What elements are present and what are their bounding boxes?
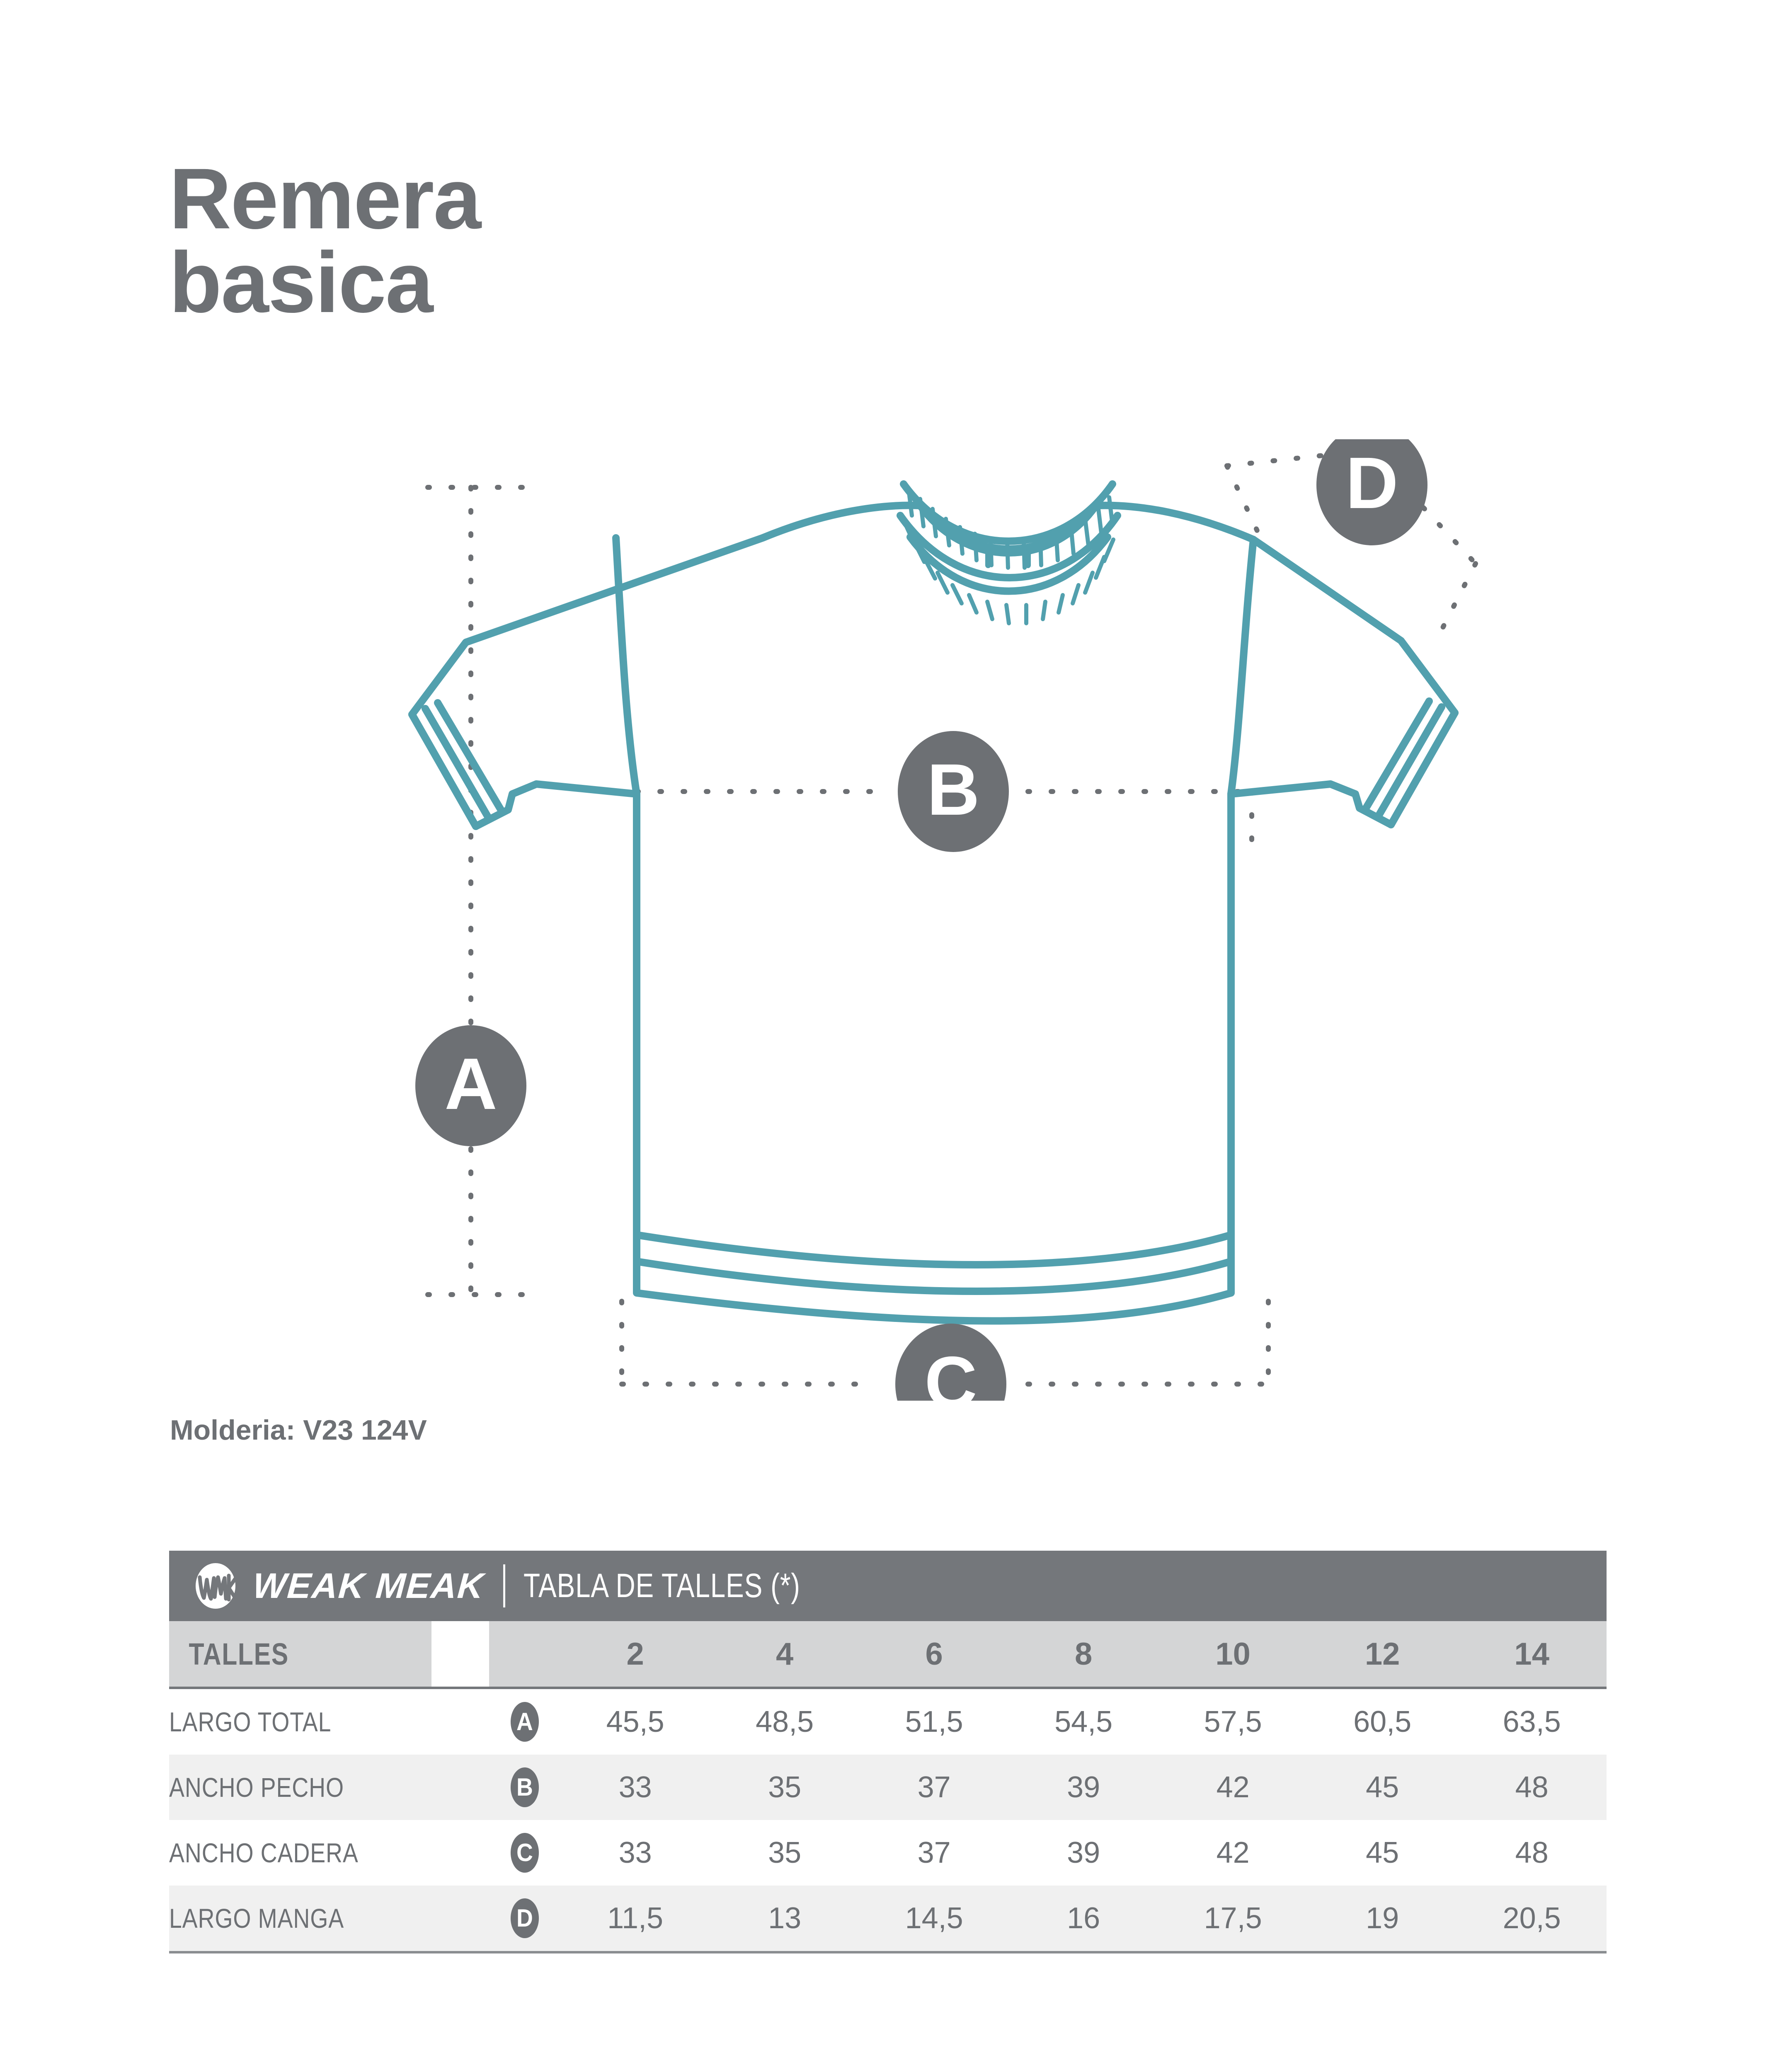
cell-ancho-cadera-8: 39 — [1008, 1820, 1158, 1886]
talles-label: TALLES — [169, 1621, 431, 1689]
brand-wordmark: WEAK MEAK — [251, 1566, 486, 1606]
svg-text:B: B — [927, 749, 979, 830]
size-header-2: 2 — [560, 1621, 710, 1689]
marker-D: D — [1316, 439, 1427, 545]
tshirt-technical-drawing: A B C D — [373, 439, 1534, 1401]
cell-ancho-pecho-6: 37 — [859, 1755, 1009, 1820]
cell-ancho-cadera-4: 35 — [710, 1820, 860, 1886]
cell-ancho-pecho-14: 48 — [1457, 1755, 1607, 1820]
header-divider — [503, 1564, 505, 1607]
size-header-10: 10 — [1158, 1621, 1308, 1689]
cell-largo-total-10: 57,5 — [1158, 1688, 1308, 1755]
wmk-logo-icon — [193, 1561, 238, 1610]
table-header-band: WEAK MEAK TABLA DE TALLES (*) — [169, 1551, 1607, 1621]
dimension-guides — [425, 452, 1478, 1387]
cell-largo-total-8: 54,5 — [1008, 1688, 1158, 1755]
brand-bar: WEAK MEAK TABLA DE TALLES (*) — [169, 1551, 1607, 1621]
table-header-cell: WEAK MEAK TABLA DE TALLES (*) — [169, 1551, 1607, 1621]
cell-ancho-cadera-6: 37 — [859, 1820, 1009, 1886]
cell-ancho-cadera-14: 48 — [1457, 1820, 1607, 1886]
cell-largo-manga-4: 13 — [710, 1886, 860, 1953]
cell-largo-total-4: 48,5 — [710, 1688, 860, 1755]
cell-ancho-cadera-12: 45 — [1307, 1820, 1457, 1886]
cell-largo-manga-8: 16 — [1008, 1886, 1158, 1953]
cell-ancho-cadera-10: 42 — [1158, 1820, 1308, 1886]
marker-C: C — [895, 1324, 1006, 1401]
cell-ancho-pecho-2: 33 — [560, 1755, 710, 1820]
molderia-label: Molderia: V23 124V — [170, 1414, 427, 1446]
badge-column-header — [489, 1621, 561, 1689]
cell-largo-total-14: 63,5 — [1457, 1688, 1607, 1755]
table-row: LARGO MANGA D 11,5 13 14,5 16 17,5 19 20… — [169, 1886, 1607, 1953]
cell-ancho-pecho-4: 35 — [710, 1755, 860, 1820]
row-badge-a: A — [489, 1688, 561, 1755]
cell-largo-manga-12: 19 — [1307, 1886, 1457, 1953]
cell-ancho-pecho-12: 45 — [1307, 1755, 1457, 1820]
sizes-header-row: TALLES 2 4 6 8 10 12 14 — [169, 1621, 1607, 1689]
size-table-container: WEAK MEAK TABLA DE TALLES (*) TALLES 2 4… — [169, 1551, 1607, 1953]
page-title-line-2: basica — [169, 234, 434, 331]
size-header-8: 8 — [1008, 1621, 1158, 1689]
page-title-line-1: Remera — [169, 151, 481, 247]
cell-ancho-cadera-2: 33 — [560, 1820, 710, 1886]
cell-largo-total-6: 51,5 — [859, 1688, 1009, 1755]
tshirt-outline — [408, 501, 1459, 1325]
svg-text:A: A — [444, 1043, 497, 1125]
svg-text:D: D — [1345, 443, 1398, 524]
cell-largo-total-12: 60,5 — [1307, 1688, 1457, 1755]
size-header-6: 6 — [859, 1621, 1009, 1689]
size-header-12: 12 — [1307, 1621, 1457, 1689]
marker-B: B — [898, 731, 1009, 852]
size-header-4: 4 — [710, 1621, 860, 1689]
table-row: LARGO TOTAL A 45,5 48,5 51,5 54,5 57,5 6… — [169, 1688, 1607, 1755]
table-row: ANCHO CADERA C 33 35 37 39 42 45 48 — [169, 1820, 1607, 1886]
svg-text:C: C — [924, 1342, 977, 1401]
table-row: ANCHO PECHO B 33 35 37 39 42 45 48 — [169, 1755, 1607, 1820]
cell-ancho-pecho-8: 39 — [1008, 1755, 1158, 1820]
row-label-ancho-cadera: ANCHO CADERA — [169, 1820, 489, 1886]
cell-largo-manga-10: 17,5 — [1158, 1886, 1308, 1953]
cell-largo-total-2: 45,5 — [560, 1688, 710, 1755]
row-label-largo-manga: LARGO MANGA — [169, 1886, 489, 1953]
cell-ancho-pecho-10: 42 — [1158, 1755, 1308, 1820]
row-badge-c: C — [489, 1820, 561, 1886]
row-badge-d: D — [489, 1886, 561, 1953]
cell-largo-manga-6: 14,5 — [859, 1886, 1009, 1953]
collar-ribbing — [897, 480, 1121, 625]
row-badge-b: B — [489, 1755, 561, 1820]
table-title: TABLA DE TALLES (*) — [523, 1567, 800, 1605]
row-label-ancho-pecho: ANCHO PECHO — [169, 1755, 489, 1820]
marker-A: A — [415, 1025, 526, 1146]
size-table: WEAK MEAK TABLA DE TALLES (*) TALLES 2 4… — [169, 1551, 1607, 1953]
size-header-14: 14 — [1457, 1621, 1607, 1689]
page-title: Remera basica — [169, 151, 915, 331]
cell-largo-manga-14: 20,5 — [1457, 1886, 1607, 1953]
cell-largo-manga-2: 11,5 — [560, 1886, 710, 1953]
row-label-largo-total: LARGO TOTAL — [169, 1688, 489, 1755]
